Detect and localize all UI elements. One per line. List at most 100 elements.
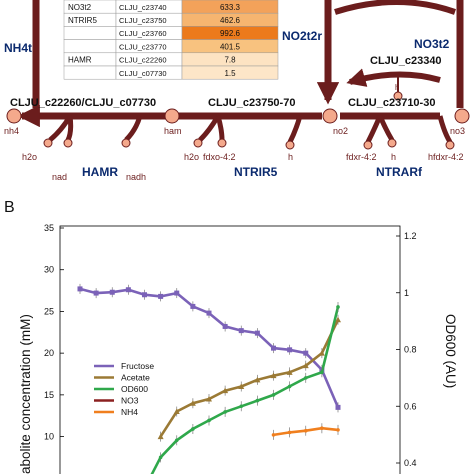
table-group-label: NO3t2	[68, 3, 92, 12]
data-point-acetate	[206, 396, 212, 402]
met-h-2: h	[391, 152, 396, 162]
label-nh4t: NH4t	[4, 41, 32, 55]
data-point-od600	[207, 418, 211, 423]
series-line-acetate	[159, 319, 340, 438]
node-nadh	[121, 138, 131, 148]
y-tick-label: 25	[44, 306, 54, 316]
node-no2	[322, 108, 338, 124]
panel-a: NO3t2 CLJU_c23740 633.3 NTRIR5 CLJU_c23750 46…	[4, 0, 470, 182]
ntrarf-branches	[365, 115, 453, 144]
data-point-fructose	[303, 350, 309, 356]
met-no2: no2	[333, 126, 348, 136]
data-point-od600	[303, 376, 308, 380]
data-point-fructose	[142, 292, 147, 298]
data-point-acetate	[189, 400, 196, 406]
met-nad: nad	[52, 172, 67, 182]
legend-label: Fructose	[121, 361, 154, 371]
chart-frame	[59, 225, 401, 474]
data-point-acetate	[222, 387, 229, 394]
label-no2t2r: NO2t2r	[282, 29, 322, 43]
met-nh4: nh4	[4, 126, 19, 136]
data-point-fructose	[238, 328, 244, 334]
data-point-fructose	[287, 347, 293, 353]
label-gene-left: CLJU_c22260/CLJU_c07730	[10, 97, 156, 109]
table-group-label: HAMR	[68, 56, 92, 65]
label-no3t2: NO3t2	[414, 37, 450, 51]
met-h-1: h	[288, 152, 293, 162]
table-group-label: NTRIR5	[68, 16, 97, 25]
y-tick-label: 15	[44, 390, 54, 400]
data-point-fructose	[77, 286, 83, 292]
met-h2o-2: h2o	[184, 152, 199, 162]
expression-table: NO3t2 CLJU_c23740 633.3 NTRIR5 CLJU_c23750 46…	[63, 0, 279, 80]
label-gene-right: CLJU_c23710-30	[348, 97, 435, 109]
data-point-acetate	[286, 369, 293, 375]
table-value-label: 633.3	[220, 3, 241, 12]
hamr-branches	[48, 114, 143, 142]
table-gene-label: CLJU_c22260	[119, 56, 167, 65]
met-hfdxr: hfdxr-4:2	[428, 152, 464, 162]
label-hamr: HAMR	[82, 165, 118, 179]
data-point-fructose	[206, 310, 212, 316]
data-point-nh4	[336, 428, 340, 432]
table-value-label: 401.5	[220, 42, 241, 51]
data-point-nh4	[303, 428, 308, 433]
table-value-label: 7.8	[224, 56, 236, 65]
y-tick-label: 20	[44, 348, 54, 358]
node-fdxo	[217, 138, 227, 148]
data-point-acetate	[302, 362, 309, 369]
node-nad	[63, 138, 73, 148]
data-point-od600	[320, 370, 324, 375]
table-value-label: 1.5	[224, 69, 236, 78]
data-point-acetate	[238, 383, 245, 390]
data-point-nh4	[271, 433, 276, 437]
y2-tick-label: 1	[404, 288, 409, 298]
label-ntrir5: NTRIR5	[234, 165, 278, 179]
table-gene-label: CLJU_c23770	[119, 42, 167, 51]
y-tick-label: 10	[44, 432, 54, 442]
data-point-od600	[287, 384, 292, 389]
table-value-label: 992.6	[220, 29, 241, 38]
legend-label: NO3	[121, 396, 139, 406]
data-point-od600	[158, 455, 163, 460]
data-point-od600	[336, 305, 340, 309]
table-gene-label: CLJU_c23740	[119, 3, 167, 12]
table-gene-label: CLJU_c23750	[119, 16, 167, 25]
node-h-top	[393, 91, 403, 101]
table-gene-label: CLJU_c23760	[119, 29, 167, 38]
label-ntrarf: NTRARf	[376, 165, 423, 179]
met-h2o-1: h2o	[22, 152, 37, 162]
legend-label: NH4	[121, 407, 138, 417]
clju-c23340-arrow	[346, 68, 441, 87]
table-group-cell	[63, 39, 117, 54]
node-nh4	[6, 108, 22, 124]
met-nadh: nadh	[126, 172, 146, 182]
met-ham: ham	[164, 126, 182, 136]
node-h-2	[387, 138, 397, 148]
data-point-fructose	[222, 323, 228, 329]
y-axis-label: abolite concentration (mM)	[18, 314, 33, 474]
node-no3	[454, 108, 470, 124]
y-tick-label: 30	[44, 265, 54, 275]
y2-tick-label: 0.6	[404, 401, 417, 411]
data-point-od600	[239, 404, 244, 409]
table-group-cell	[63, 26, 117, 40]
node-h2o-1	[43, 138, 53, 148]
data-point-fructose	[158, 293, 164, 299]
legend-label: OD600	[121, 384, 148, 394]
table-gene-label: CLJU_c07730	[119, 69, 167, 78]
panel-b-label: B	[4, 199, 15, 216]
node-hfdxr	[445, 140, 455, 150]
data-point-acetate	[270, 372, 277, 379]
data-point-od600	[191, 427, 195, 431]
top-loop-arrow	[334, 0, 456, 15]
data-point-fructose	[93, 290, 99, 296]
data-point-od600	[223, 410, 227, 414]
met-fdxo: fdxo-4:2	[203, 152, 236, 162]
data-point-acetate	[335, 316, 341, 323]
data-point-acetate	[157, 433, 164, 440]
y2-tick-label: 0.8	[404, 345, 417, 355]
table-value-cell	[181, 65, 279, 80]
y2-tick-label: 0.4	[404, 458, 417, 468]
data-point-acetate	[173, 408, 180, 415]
